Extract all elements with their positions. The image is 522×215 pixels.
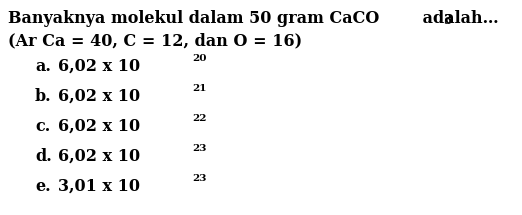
Text: 3: 3 bbox=[443, 14, 451, 27]
Text: e.: e. bbox=[35, 178, 51, 195]
Text: 22: 22 bbox=[192, 114, 207, 123]
Text: adalah…: adalah… bbox=[417, 10, 499, 27]
Text: 6,02 x 10: 6,02 x 10 bbox=[58, 118, 140, 135]
Text: 23: 23 bbox=[192, 144, 207, 153]
Text: a.: a. bbox=[35, 58, 51, 75]
Text: 23: 23 bbox=[192, 174, 207, 183]
Text: b.: b. bbox=[35, 88, 52, 105]
Text: 6,02 x 10: 6,02 x 10 bbox=[58, 88, 140, 105]
Text: Banyaknya molekul dalam 50 gram CaCO: Banyaknya molekul dalam 50 gram CaCO bbox=[8, 10, 379, 27]
Text: 3,01 x 10: 3,01 x 10 bbox=[58, 178, 140, 195]
Text: 6,02 x 10: 6,02 x 10 bbox=[58, 148, 140, 165]
Text: 20: 20 bbox=[192, 54, 207, 63]
Text: c.: c. bbox=[35, 118, 50, 135]
Text: 21: 21 bbox=[192, 84, 207, 93]
Text: 6,02 x 10: 6,02 x 10 bbox=[58, 58, 140, 75]
Text: (Ar Ca = 40, C = 12, dan O = 16): (Ar Ca = 40, C = 12, dan O = 16) bbox=[8, 32, 302, 49]
Text: d.: d. bbox=[35, 148, 52, 165]
